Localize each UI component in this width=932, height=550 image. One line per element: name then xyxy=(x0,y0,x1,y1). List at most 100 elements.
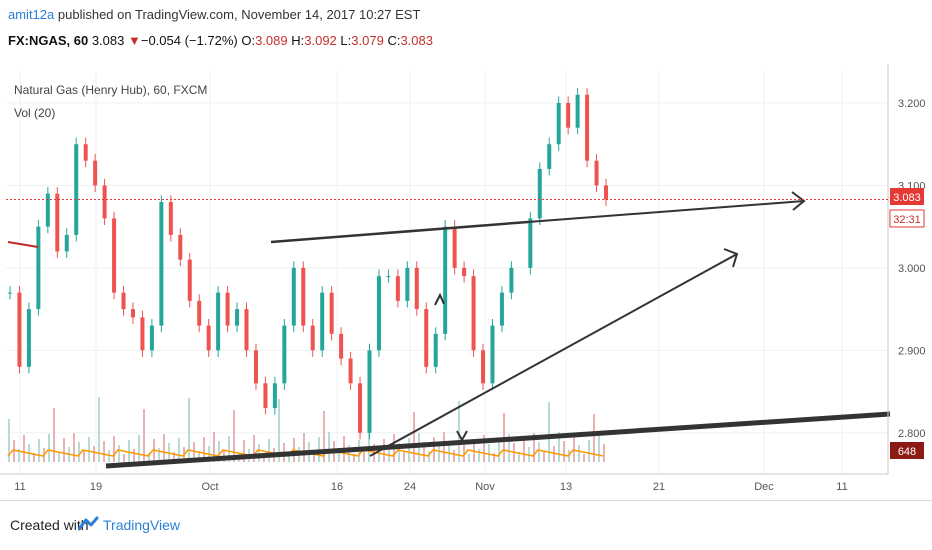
volume-bar xyxy=(578,445,580,462)
candle-body xyxy=(395,276,400,301)
volume-bar xyxy=(188,398,190,462)
x-tick-label: 16 xyxy=(331,481,343,493)
volume-bar xyxy=(38,439,40,462)
volume-bar xyxy=(83,451,85,462)
candle-body xyxy=(481,350,486,384)
volume-bar xyxy=(458,401,460,462)
candle-body xyxy=(55,193,60,252)
volume-bar xyxy=(98,397,100,462)
volume-bar xyxy=(288,452,290,462)
volume-bar xyxy=(148,453,150,462)
candle-body xyxy=(358,383,363,433)
volume-bar xyxy=(498,439,500,462)
candle-body xyxy=(490,325,495,384)
volume-bar xyxy=(313,451,315,462)
tradingview-logo-icon[interactable] xyxy=(78,515,100,533)
candle-body xyxy=(329,292,334,334)
tradingview-brand-link[interactable]: TradingView xyxy=(103,517,181,533)
candle-body xyxy=(575,94,580,128)
volume-bar xyxy=(133,449,135,462)
volume-bar xyxy=(558,432,560,462)
x-tick-label: 21 xyxy=(653,481,665,493)
volume-bar xyxy=(398,443,400,462)
symbol-name: FX:NGAS, 60 xyxy=(8,33,89,48)
close-value: 3.083 xyxy=(400,33,433,48)
volume-bar xyxy=(143,409,145,462)
y-tick-label: 3.000 xyxy=(898,263,926,275)
publish-header: amit12a published on TradingView.com, No… xyxy=(8,7,420,22)
volume-bar xyxy=(33,453,35,462)
volume-bar xyxy=(158,448,160,462)
volume-bar xyxy=(553,446,555,462)
candle-body xyxy=(348,358,353,384)
volume-bar xyxy=(533,433,535,462)
volume-bar xyxy=(488,444,490,462)
publish-info: published on TradingView.com, November 1… xyxy=(57,7,421,22)
candle-body xyxy=(272,383,277,409)
volume-bar xyxy=(258,444,260,462)
last-price: 3.083 xyxy=(91,33,125,48)
volume-bar xyxy=(198,451,200,462)
volume-bar xyxy=(138,435,140,462)
x-tick-label: 13 xyxy=(560,481,572,493)
trendline-drawings xyxy=(7,191,891,469)
volume-bar xyxy=(538,442,540,462)
volume-bar xyxy=(278,399,280,462)
open-label: O: xyxy=(241,33,256,48)
trough-mark-icon xyxy=(456,430,468,443)
candle-body xyxy=(168,201,173,235)
volume-bar xyxy=(448,441,450,462)
footer-bar: Created with TradingView xyxy=(0,500,932,550)
volume-bar xyxy=(128,440,130,462)
created-with-label: Created with xyxy=(10,517,89,533)
volume-bar xyxy=(103,441,105,462)
candle-body xyxy=(528,218,533,268)
candle-body xyxy=(83,144,88,161)
candle-body xyxy=(509,267,514,293)
volume-bar xyxy=(18,449,20,462)
volume-bar xyxy=(108,450,110,462)
candle-body xyxy=(433,333,438,367)
candle-body xyxy=(604,185,608,200)
candle-body xyxy=(291,267,296,326)
y-tick-label: 2.900 xyxy=(898,345,926,357)
candle-body xyxy=(253,350,258,384)
candle-body xyxy=(121,292,126,310)
trendline-rise xyxy=(369,253,738,457)
candle-body xyxy=(339,333,344,359)
volume-bar xyxy=(303,433,305,462)
volume-bar xyxy=(483,435,485,462)
author-link[interactable]: amit12a xyxy=(8,7,55,22)
low-label: L: xyxy=(340,33,352,48)
volume-bar xyxy=(453,450,455,462)
volume-bar xyxy=(58,452,60,462)
arrowhead-icon xyxy=(791,191,806,211)
candle-body xyxy=(310,325,315,351)
volume-bar xyxy=(438,446,440,462)
volume-bar xyxy=(588,440,590,462)
volume-bar xyxy=(123,454,125,462)
volume-bar xyxy=(383,439,385,462)
y-tick-label: 3.200 xyxy=(898,98,926,110)
candle-body xyxy=(17,292,22,367)
volume-bar xyxy=(173,452,175,462)
previous-level-line xyxy=(7,241,39,248)
volume-bar xyxy=(523,438,525,462)
candle-body xyxy=(36,226,41,310)
candle-body xyxy=(405,267,410,301)
candle-body xyxy=(225,292,230,326)
candle-body xyxy=(140,317,145,351)
volume-bar xyxy=(113,436,115,462)
price-candles xyxy=(8,88,608,440)
candle-body xyxy=(159,201,164,326)
volume-bar xyxy=(403,452,405,462)
volume-bar xyxy=(193,442,195,462)
down-arrow-icon: ▼ xyxy=(127,33,141,48)
high-label: H: xyxy=(291,33,305,48)
candle-body xyxy=(263,383,268,409)
candle-body xyxy=(301,267,306,326)
low-value: 3.079 xyxy=(351,33,384,48)
price-badge-text: 3.083 xyxy=(893,192,921,204)
candle-body xyxy=(216,292,221,351)
